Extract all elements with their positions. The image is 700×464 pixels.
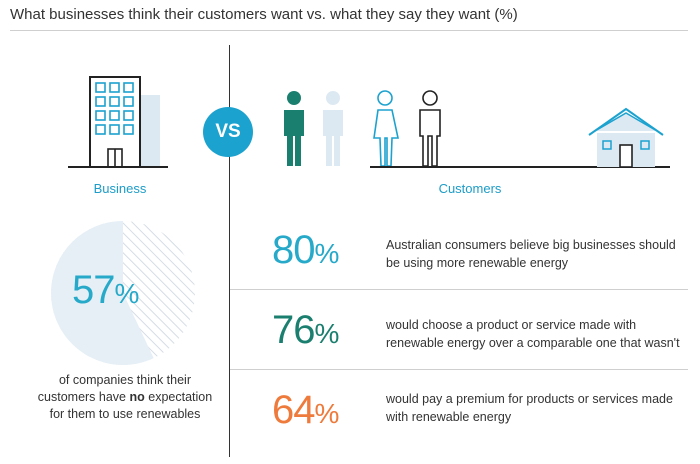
customer-stat-1-value: 80% [272, 228, 340, 273]
business-caption: of companies think their customers have … [30, 372, 220, 423]
section-divider [229, 45, 230, 457]
customer-stat-3-text: would pay a premium for products or serv… [386, 392, 673, 424]
business-stat-number: 57 [72, 268, 115, 312]
caption-bold: no [129, 390, 145, 404]
customer-stat-1-unit: % [314, 238, 340, 269]
business-pie-chart [51, 221, 195, 365]
person-filled-icon [284, 91, 343, 166]
customer-stat-3-value: 64% [272, 388, 340, 433]
title-divider [10, 30, 688, 31]
customer-stat-3-number: 64 [272, 388, 315, 432]
vs-badge: VS [203, 107, 253, 157]
house-icon [588, 107, 664, 168]
customer-stat-2-unit: % [314, 318, 340, 349]
business-label: Business [93, 181, 147, 196]
customer-stat-1-text: Australian consumers believe big busines… [386, 238, 676, 270]
customers-ground-line [370, 166, 670, 168]
customer-stat-2-text: would choose a product or service made w… [386, 318, 680, 350]
caption-part2: expectation for them to use renewables [49, 390, 213, 421]
row-divider-1 [230, 289, 688, 290]
customer-stat-2-value: 76% [272, 308, 340, 353]
customer-stat-3-unit: % [314, 398, 340, 429]
business-stat-unit: % [114, 278, 140, 309]
person-outline-icon [373, 90, 441, 167]
customer-stat-1-number: 80 [272, 228, 315, 272]
page-title: What businesses think their customers wa… [10, 6, 518, 23]
business-stat-value: 57% [72, 268, 140, 313]
caption-part1: of companies think their customers have [37, 373, 191, 404]
pie-57-slice [51, 221, 154, 365]
customer-stat-2-number: 76 [272, 308, 315, 352]
business-ground-line [68, 166, 168, 168]
row-divider-2 [230, 369, 688, 370]
office-building-icon [89, 76, 160, 168]
customers-label: Customers [438, 181, 502, 196]
